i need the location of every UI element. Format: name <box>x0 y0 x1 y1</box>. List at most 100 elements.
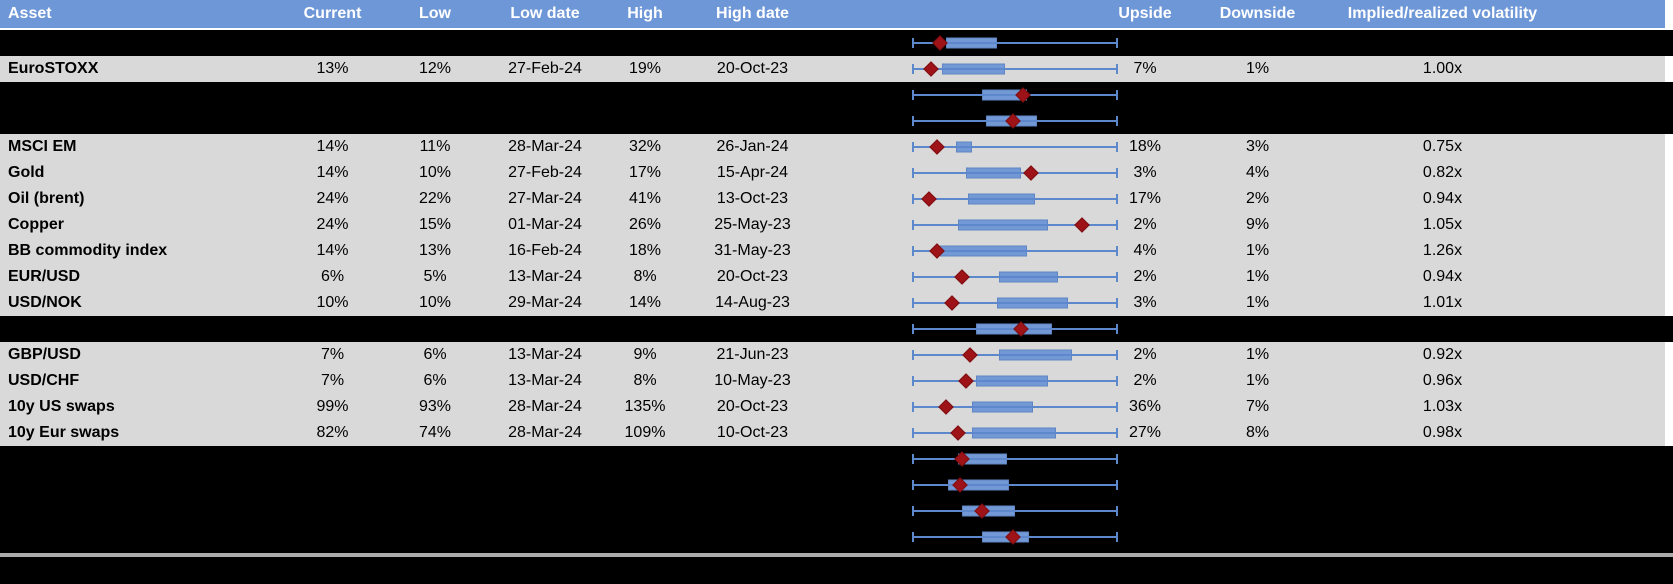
cell-high[interactable]: 19% <box>628 60 662 77</box>
cell-asset[interactable]: Oil (brent) <box>8 190 85 207</box>
cell-high[interactable]: 9% <box>633 346 657 363</box>
cell-low[interactable]: 6% <box>423 372 447 389</box>
cell-downside[interactable]: 1% <box>1245 294 1270 311</box>
cell-asset[interactable]: MSCI EM <box>8 138 77 155</box>
cell-high-date[interactable]: 31-May-23 <box>714 242 791 259</box>
column-header-upside[interactable]: Upside <box>1118 5 1172 22</box>
cell-high[interactable]: 8% <box>633 372 657 389</box>
cell-implied[interactable]: 0.94x <box>1422 190 1463 207</box>
cell-implied[interactable]: 0.82x <box>1422 164 1463 181</box>
cell-downside[interactable]: 1% <box>1245 268 1270 285</box>
cell-asset[interactable]: BB commodity index <box>8 242 168 259</box>
cell-implied[interactable]: 0.75x <box>1422 138 1463 155</box>
cell-upside[interactable]: 27% <box>1128 424 1162 441</box>
cell-current[interactable]: 6% <box>320 268 345 285</box>
cell-asset[interactable]: Copper <box>8 216 64 233</box>
cell-downside[interactable]: 2% <box>1245 190 1270 207</box>
cell-low-date[interactable]: 13-Mar-24 <box>508 372 582 389</box>
cell-high[interactable]: 41% <box>628 190 662 207</box>
cell-current[interactable]: 24% <box>316 216 349 233</box>
cell-high-date[interactable]: 13-Oct-23 <box>716 190 789 207</box>
cell-high[interactable]: 109% <box>624 424 666 441</box>
cell-low[interactable]: 12% <box>418 60 452 77</box>
cell-high-date[interactable]: 20-Oct-23 <box>716 268 789 285</box>
cell-low-date[interactable]: 28-Mar-24 <box>508 138 582 155</box>
cell-low-date[interactable]: 13-Mar-24 <box>508 346 582 363</box>
cell-low[interactable]: 10% <box>418 164 452 181</box>
cell-asset[interactable]: 10y Eur swaps <box>8 424 120 441</box>
cell-implied[interactable]: 1.26x <box>1422 242 1463 259</box>
cell-low-date[interactable]: 27-Mar-24 <box>508 190 582 207</box>
cell-current[interactable]: 13% <box>316 60 349 77</box>
cell-high-date[interactable]: 20-Oct-23 <box>716 60 789 77</box>
cell-current[interactable]: 14% <box>316 242 349 259</box>
cell-upside[interactable]: 3% <box>1133 164 1157 181</box>
cell-implied[interactable]: 1.03x <box>1422 398 1463 415</box>
cell-downside[interactable]: 4% <box>1245 164 1270 181</box>
column-header-low-date[interactable]: Low date <box>510 5 580 22</box>
cell-upside[interactable]: 2% <box>1133 216 1157 233</box>
cell-upside[interactable]: 18% <box>1128 138 1162 155</box>
column-header-high-date[interactable]: High date <box>716 5 789 22</box>
cell-high[interactable]: 26% <box>628 216 662 233</box>
cell-high-date[interactable]: 21-Jun-23 <box>716 346 789 363</box>
cell-upside[interactable]: 7% <box>1133 60 1157 77</box>
cell-high[interactable]: 135% <box>624 398 666 415</box>
cell-high-date[interactable]: 10-Oct-23 <box>716 424 789 441</box>
cell-high-date[interactable]: 26-Jan-24 <box>716 138 789 155</box>
cell-low[interactable]: 93% <box>418 398 452 415</box>
cell-low[interactable]: 11% <box>419 138 451 155</box>
cell-low-date[interactable]: 16-Feb-24 <box>508 242 582 259</box>
column-header-implied-realized-volatility[interactable]: Implied/realized volatility <box>1347 5 1538 22</box>
cell-current[interactable]: 82% <box>316 424 349 441</box>
cell-downside[interactable]: 1% <box>1245 346 1270 363</box>
cell-downside[interactable]: 1% <box>1245 372 1270 389</box>
cell-upside[interactable]: 2% <box>1133 268 1157 285</box>
cell-current[interactable]: 24% <box>316 190 349 207</box>
cell-current[interactable]: 14% <box>316 164 349 181</box>
cell-low-date[interactable]: 27-Feb-24 <box>508 164 582 181</box>
cell-current[interactable]: 14% <box>316 138 349 155</box>
cell-asset[interactable]: EUR/USD <box>8 268 81 285</box>
cell-implied[interactable]: 1.00x <box>1422 60 1463 77</box>
cell-downside[interactable]: 9% <box>1245 216 1270 233</box>
cell-high-date[interactable]: 14-Aug-23 <box>715 294 790 311</box>
cell-current[interactable]: 10% <box>316 294 349 311</box>
cell-low-date[interactable]: 13-Mar-24 <box>508 268 582 285</box>
cell-high-date[interactable]: 15-Apr-24 <box>716 164 789 181</box>
cell-implied[interactable]: 0.98x <box>1422 424 1463 441</box>
cell-asset[interactable]: EuroSTOXX <box>8 60 99 77</box>
cell-high-date[interactable]: 25-May-23 <box>714 216 791 233</box>
cell-downside[interactable]: 1% <box>1245 60 1270 77</box>
cell-implied[interactable]: 0.94x <box>1422 268 1463 285</box>
cell-low[interactable]: 15% <box>418 216 452 233</box>
cell-downside[interactable]: 8% <box>1245 424 1270 441</box>
cell-low-date[interactable]: 01-Mar-24 <box>508 216 582 233</box>
cell-low[interactable]: 5% <box>423 268 447 285</box>
cell-asset[interactable]: 10y US swaps <box>8 398 115 415</box>
column-header-high[interactable]: High <box>627 5 663 22</box>
cell-low-date[interactable]: 28-Mar-24 <box>508 424 582 441</box>
cell-high[interactable]: 17% <box>628 164 662 181</box>
cell-current[interactable]: 99% <box>316 398 349 415</box>
cell-implied[interactable]: 0.92x <box>1422 346 1463 363</box>
cell-downside[interactable]: 1% <box>1245 242 1270 259</box>
cell-implied[interactable]: 1.05x <box>1422 216 1463 233</box>
column-header-current[interactable]: Current <box>303 5 362 22</box>
cell-low-date[interactable]: 29-Mar-24 <box>508 294 582 311</box>
cell-upside[interactable]: 2% <box>1133 372 1157 389</box>
cell-downside[interactable]: 3% <box>1245 138 1270 155</box>
cell-upside[interactable]: 3% <box>1133 294 1157 311</box>
cell-high[interactable]: 8% <box>633 268 657 285</box>
cell-low[interactable]: 10% <box>418 294 452 311</box>
cell-current[interactable]: 7% <box>320 346 345 363</box>
cell-high-date[interactable]: 10-May-23 <box>714 372 791 389</box>
column-header-downside[interactable]: Downside <box>1219 5 1296 22</box>
cell-high[interactable]: 18% <box>628 242 662 259</box>
cell-asset[interactable]: GBP/USD <box>8 346 81 363</box>
cell-low-date[interactable]: 27-Feb-24 <box>508 60 582 77</box>
cell-high-date[interactable]: 20-Oct-23 <box>716 398 789 415</box>
cell-high[interactable]: 32% <box>628 138 662 155</box>
cell-low[interactable]: 22% <box>418 190 452 207</box>
cell-low-date[interactable]: 28-Mar-24 <box>508 398 582 415</box>
